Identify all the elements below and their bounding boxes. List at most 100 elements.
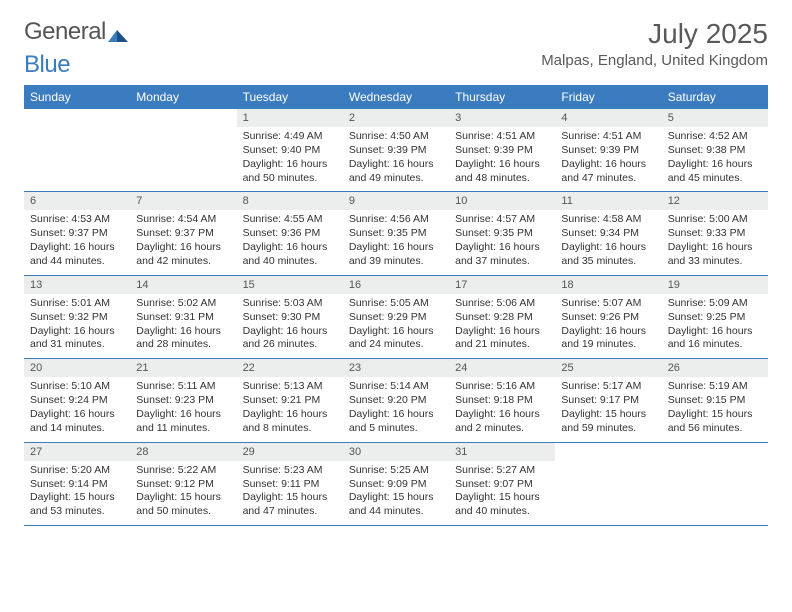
day-cell: 12 Sunrise: 5:00 AMSunset: 9:33 PMDayligh… <box>662 192 768 274</box>
day-cell <box>662 443 768 525</box>
weekday-header: Monday <box>130 85 236 109</box>
day-number: 12 <box>662 192 768 210</box>
day-cell: 16 Sunrise: 5:05 AMSunset: 9:29 PMDayligh… <box>343 276 449 358</box>
day-body: Sunrise: 5:27 AMSunset: 9:07 PMDaylight:… <box>449 464 555 519</box>
day-body: Sunrise: 5:03 AMSunset: 9:30 PMDaylight:… <box>237 297 343 352</box>
day-body: Sunrise: 5:00 AMSunset: 9:33 PMDaylight:… <box>662 213 768 268</box>
day-number: 18 <box>555 276 661 294</box>
day-number: 14 <box>130 276 236 294</box>
day-cell: 20 Sunrise: 5:10 AMSunset: 9:24 PMDayligh… <box>24 359 130 441</box>
day-body: Sunrise: 5:23 AMSunset: 9:11 PMDaylight:… <box>237 464 343 519</box>
day-cell: 5Sunrise: 4:52 AMSunset: 9:38 PMDaylight… <box>662 109 768 191</box>
day-body: Sunrise: 5:10 AMSunset: 9:24 PMDaylight:… <box>24 380 130 435</box>
day-cell: 4 Sunrise: 4:51 AMSunset: 9:39 PMDaylight… <box>555 109 661 191</box>
day-cell: 31 Sunrise: 5:27 AMSunset: 9:07 PMDayligh… <box>449 443 555 525</box>
logo: General <box>24 18 131 46</box>
day-body: Sunrise: 4:49 AMSunset: 9:40 PMDaylight:… <box>237 130 343 185</box>
day-cell: 26 Sunrise: 5:19 AMSunset: 9:15 PMDayligh… <box>662 359 768 441</box>
day-body: Sunrise: 5:02 AMSunset: 9:31 PMDaylight:… <box>130 297 236 352</box>
weeks-container: 1Sunrise: 4:49 AMSunset: 9:40 PMDaylight… <box>24 109 768 526</box>
day-number: 16 <box>343 276 449 294</box>
day-body: Sunrise: 5:05 AMSunset: 9:29 PMDaylight:… <box>343 297 449 352</box>
day-body: Sunrise: 5:11 AMSunset: 9:23 PMDaylight:… <box>130 380 236 435</box>
day-cell: 28 Sunrise: 5:22 AMSunset: 9:12 PMDayligh… <box>130 443 236 525</box>
day-body: Sunrise: 4:51 AMSunset: 9:39 PMDaylight:… <box>449 130 555 185</box>
day-cell: 14 Sunrise: 5:02 AMSunset: 9:31 PMDayligh… <box>130 276 236 358</box>
day-body: Sunrise: 4:53 AMSunset: 9:37 PMDaylight:… <box>24 213 130 268</box>
day-cell: 7 Sunrise: 4:54 AMSunset: 9:37 PMDaylight… <box>130 192 236 274</box>
day-number: 2 <box>343 109 449 127</box>
day-number: 9 <box>343 192 449 210</box>
day-body: Sunrise: 5:25 AMSunset: 9:09 PMDaylight:… <box>343 464 449 519</box>
title-block: July 2025 Malpas, England, United Kingdo… <box>541 18 768 69</box>
day-cell <box>24 109 130 191</box>
day-number: 4 <box>555 109 661 127</box>
day-cell: 15Sunrise: 5:03 AMSunset: 9:30 PMDayligh… <box>237 276 343 358</box>
day-number: 27 <box>24 443 130 461</box>
day-number: 28 <box>130 443 236 461</box>
day-body: Sunrise: 5:14 AMSunset: 9:20 PMDaylight:… <box>343 380 449 435</box>
day-body: Sunrise: 4:56 AMSunset: 9:35 PMDaylight:… <box>343 213 449 268</box>
weekday-header: Friday <box>555 85 661 109</box>
day-cell: 17 Sunrise: 5:06 AMSunset: 9:28 PMDayligh… <box>449 276 555 358</box>
day-cell: 8Sunrise: 4:55 AMSunset: 9:36 PMDaylight… <box>237 192 343 274</box>
day-cell: 30 Sunrise: 5:25 AMSunset: 9:09 PMDayligh… <box>343 443 449 525</box>
day-body: Sunrise: 4:55 AMSunset: 9:36 PMDaylight:… <box>237 213 343 268</box>
day-cell: 6 Sunrise: 4:53 AMSunset: 9:37 PMDaylight… <box>24 192 130 274</box>
day-number: 23 <box>343 359 449 377</box>
week-row: 27 Sunrise: 5:20 AMSunset: 9:14 PMDayligh… <box>24 443 768 526</box>
logo-text-2: Blue <box>24 51 70 79</box>
week-row: 13Sunrise: 5:01 AMSunset: 9:32 PMDayligh… <box>24 276 768 359</box>
day-body: Sunrise: 5:19 AMSunset: 9:15 PMDaylight:… <box>662 380 768 435</box>
day-cell <box>130 109 236 191</box>
day-number: 25 <box>555 359 661 377</box>
day-body: Sunrise: 5:16 AMSunset: 9:18 PMDaylight:… <box>449 380 555 435</box>
day-number: 6 <box>24 192 130 210</box>
week-row: 1Sunrise: 4:49 AMSunset: 9:40 PMDaylight… <box>24 109 768 192</box>
week-row: 6 Sunrise: 4:53 AMSunset: 9:37 PMDaylight… <box>24 192 768 275</box>
day-cell: 19 Sunrise: 5:09 AMSunset: 9:25 PMDayligh… <box>662 276 768 358</box>
day-number: 26 <box>662 359 768 377</box>
location: Malpas, England, United Kingdom <box>541 52 768 69</box>
day-body: Sunrise: 4:51 AMSunset: 9:39 PMDaylight:… <box>555 130 661 185</box>
weekday-header: Tuesday <box>237 85 343 109</box>
day-cell: 11Sunrise: 4:58 AMSunset: 9:34 PMDayligh… <box>555 192 661 274</box>
day-number: 11 <box>555 192 661 210</box>
day-number: 17 <box>449 276 555 294</box>
day-body: Sunrise: 5:01 AMSunset: 9:32 PMDaylight:… <box>24 297 130 352</box>
month-title: July 2025 <box>541 18 768 50</box>
day-cell: 21 Sunrise: 5:11 AMSunset: 9:23 PMDayligh… <box>130 359 236 441</box>
day-cell: 2 Sunrise: 4:50 AMSunset: 9:39 PMDaylight… <box>343 109 449 191</box>
day-body: Sunrise: 4:57 AMSunset: 9:35 PMDaylight:… <box>449 213 555 268</box>
weekday-header: Saturday <box>662 85 768 109</box>
day-body: Sunrise: 4:50 AMSunset: 9:39 PMDaylight:… <box>343 130 449 185</box>
day-body: Sunrise: 4:54 AMSunset: 9:37 PMDaylight:… <box>130 213 236 268</box>
day-number: 30 <box>343 443 449 461</box>
day-number: 5 <box>662 109 768 127</box>
day-number: 20 <box>24 359 130 377</box>
day-number: 19 <box>662 276 768 294</box>
day-cell: 27 Sunrise: 5:20 AMSunset: 9:14 PMDayligh… <box>24 443 130 525</box>
day-number: 3 <box>449 109 555 127</box>
day-cell: 3 Sunrise: 4:51 AMSunset: 9:39 PMDaylight… <box>449 109 555 191</box>
day-cell: 25 Sunrise: 5:17 AMSunset: 9:17 PMDayligh… <box>555 359 661 441</box>
day-body: Sunrise: 5:20 AMSunset: 9:14 PMDaylight:… <box>24 464 130 519</box>
day-number: 24 <box>449 359 555 377</box>
day-body: Sunrise: 5:09 AMSunset: 9:25 PMDaylight:… <box>662 297 768 352</box>
day-number: 22 <box>237 359 343 377</box>
logo-icon <box>108 23 130 41</box>
day-number: 7 <box>130 192 236 210</box>
weekday-header-row: SundayMondayTuesdayWednesdayThursdayFrid… <box>24 85 768 109</box>
day-cell: 13Sunrise: 5:01 AMSunset: 9:32 PMDayligh… <box>24 276 130 358</box>
weekday-header: Thursday <box>449 85 555 109</box>
day-body: Sunrise: 5:07 AMSunset: 9:26 PMDaylight:… <box>555 297 661 352</box>
day-cell: 10Sunrise: 4:57 AMSunset: 9:35 PMDayligh… <box>449 192 555 274</box>
day-body: Sunrise: 5:17 AMSunset: 9:17 PMDaylight:… <box>555 380 661 435</box>
day-cell: 22Sunrise: 5:13 AMSunset: 9:21 PMDayligh… <box>237 359 343 441</box>
day-cell: 18 Sunrise: 5:07 AMSunset: 9:26 PMDayligh… <box>555 276 661 358</box>
day-cell: 23 Sunrise: 5:14 AMSunset: 9:20 PMDayligh… <box>343 359 449 441</box>
day-body: Sunrise: 5:22 AMSunset: 9:12 PMDaylight:… <box>130 464 236 519</box>
day-number: 21 <box>130 359 236 377</box>
day-number: 31 <box>449 443 555 461</box>
day-body: Sunrise: 5:06 AMSunset: 9:28 PMDaylight:… <box>449 297 555 352</box>
